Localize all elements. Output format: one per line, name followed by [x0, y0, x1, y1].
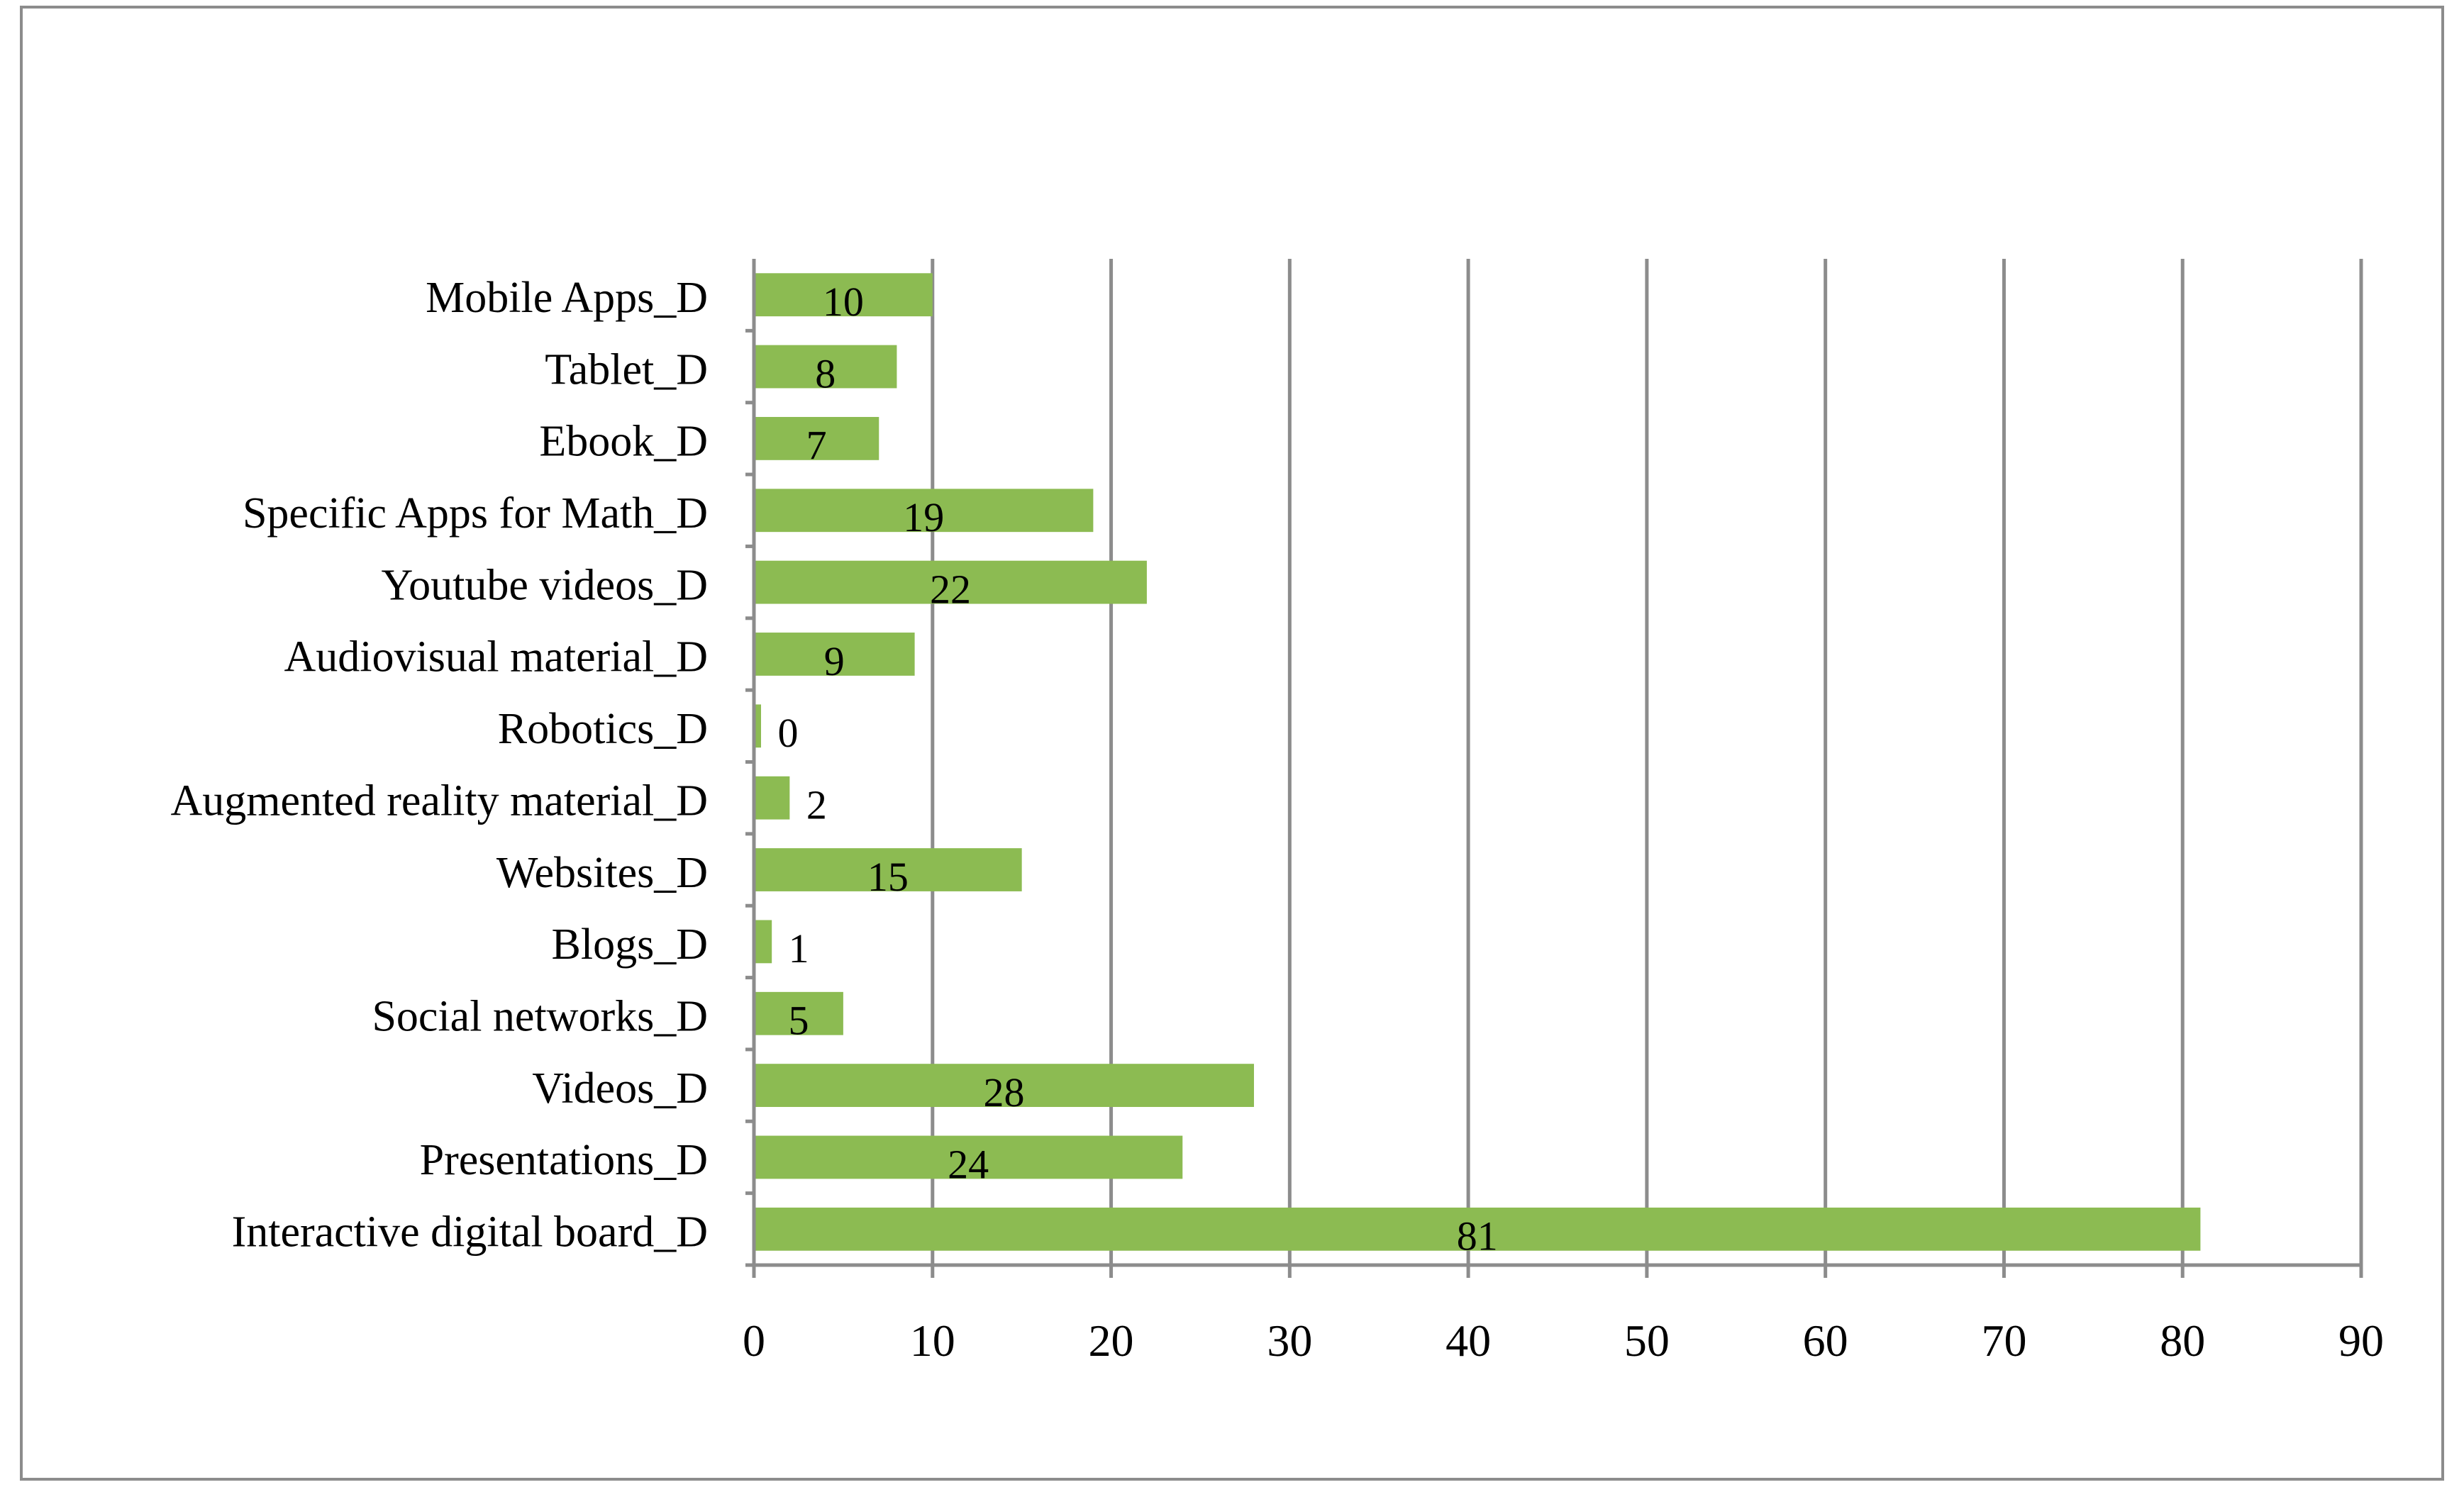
- bar: [754, 991, 843, 1035]
- category-label: Blogs_D: [552, 920, 708, 969]
- data-label: 19: [903, 494, 944, 540]
- x-tick-label: 50: [1624, 1315, 1670, 1366]
- data-label: 8: [815, 350, 836, 396]
- bar: [754, 633, 915, 676]
- data-label: 7: [806, 423, 827, 469]
- x-tick-label: 90: [2338, 1315, 2384, 1366]
- data-label: 10: [823, 279, 864, 325]
- bar: [754, 489, 1094, 533]
- bar: [754, 848, 1022, 891]
- bar: [754, 704, 761, 748]
- x-tick-label: 80: [2160, 1315, 2205, 1366]
- axes: [745, 259, 2363, 1278]
- bar: [754, 1135, 1183, 1179]
- category-label: Videos_D: [532, 1064, 708, 1113]
- data-label: 81: [1457, 1213, 1498, 1259]
- category-label: Specific Apps for Math_D: [243, 489, 708, 538]
- category-label: Ebook_D: [539, 418, 708, 466]
- category-label: Interactive digital board_D: [232, 1208, 708, 1257]
- category-label: Audiovisual material_D: [284, 633, 708, 681]
- bar: [754, 1207, 2201, 1251]
- bar: [754, 345, 897, 389]
- x-tick-label: 30: [1267, 1315, 1312, 1366]
- gridlines: [931, 259, 2363, 1265]
- category-label: Robotics_D: [498, 705, 708, 753]
- bar: [754, 560, 1147, 604]
- x-tick-label: 70: [1981, 1315, 2026, 1366]
- data-label: 5: [788, 998, 809, 1044]
- category-label: Tablet_D: [545, 345, 708, 394]
- category-label: Youtube videos_D: [382, 561, 708, 609]
- bar: [754, 1064, 1254, 1108]
- category-label: Mobile Apps_D: [426, 274, 708, 322]
- data-label: 22: [930, 566, 971, 612]
- bar: [754, 776, 790, 820]
- x-tick-label: 60: [1803, 1315, 1848, 1366]
- bar: [754, 416, 879, 460]
- bars: [754, 273, 2201, 1251]
- bar: [754, 920, 772, 964]
- data-label: 2: [806, 781, 827, 828]
- data-label: 1: [789, 925, 809, 972]
- data-label: 28: [983, 1069, 1024, 1115]
- data-label: 15: [867, 854, 909, 900]
- x-tick-label: 40: [1445, 1315, 1491, 1366]
- x-tick-label: 0: [743, 1315, 765, 1366]
- category-label: Augmented reality material_D: [170, 776, 708, 825]
- bar: [754, 273, 933, 317]
- data-label: 0: [778, 710, 799, 756]
- data-label: 24: [948, 1141, 989, 1187]
- data-label: 9: [824, 638, 845, 684]
- category-label: Presentations_D: [420, 1136, 708, 1184]
- x-tick-label: 10: [910, 1315, 955, 1366]
- category-label: Websites_D: [496, 849, 708, 897]
- x-tick-label: 20: [1089, 1315, 1134, 1366]
- chart-border: [20, 6, 2444, 1481]
- category-label: Social networks_D: [372, 992, 708, 1040]
